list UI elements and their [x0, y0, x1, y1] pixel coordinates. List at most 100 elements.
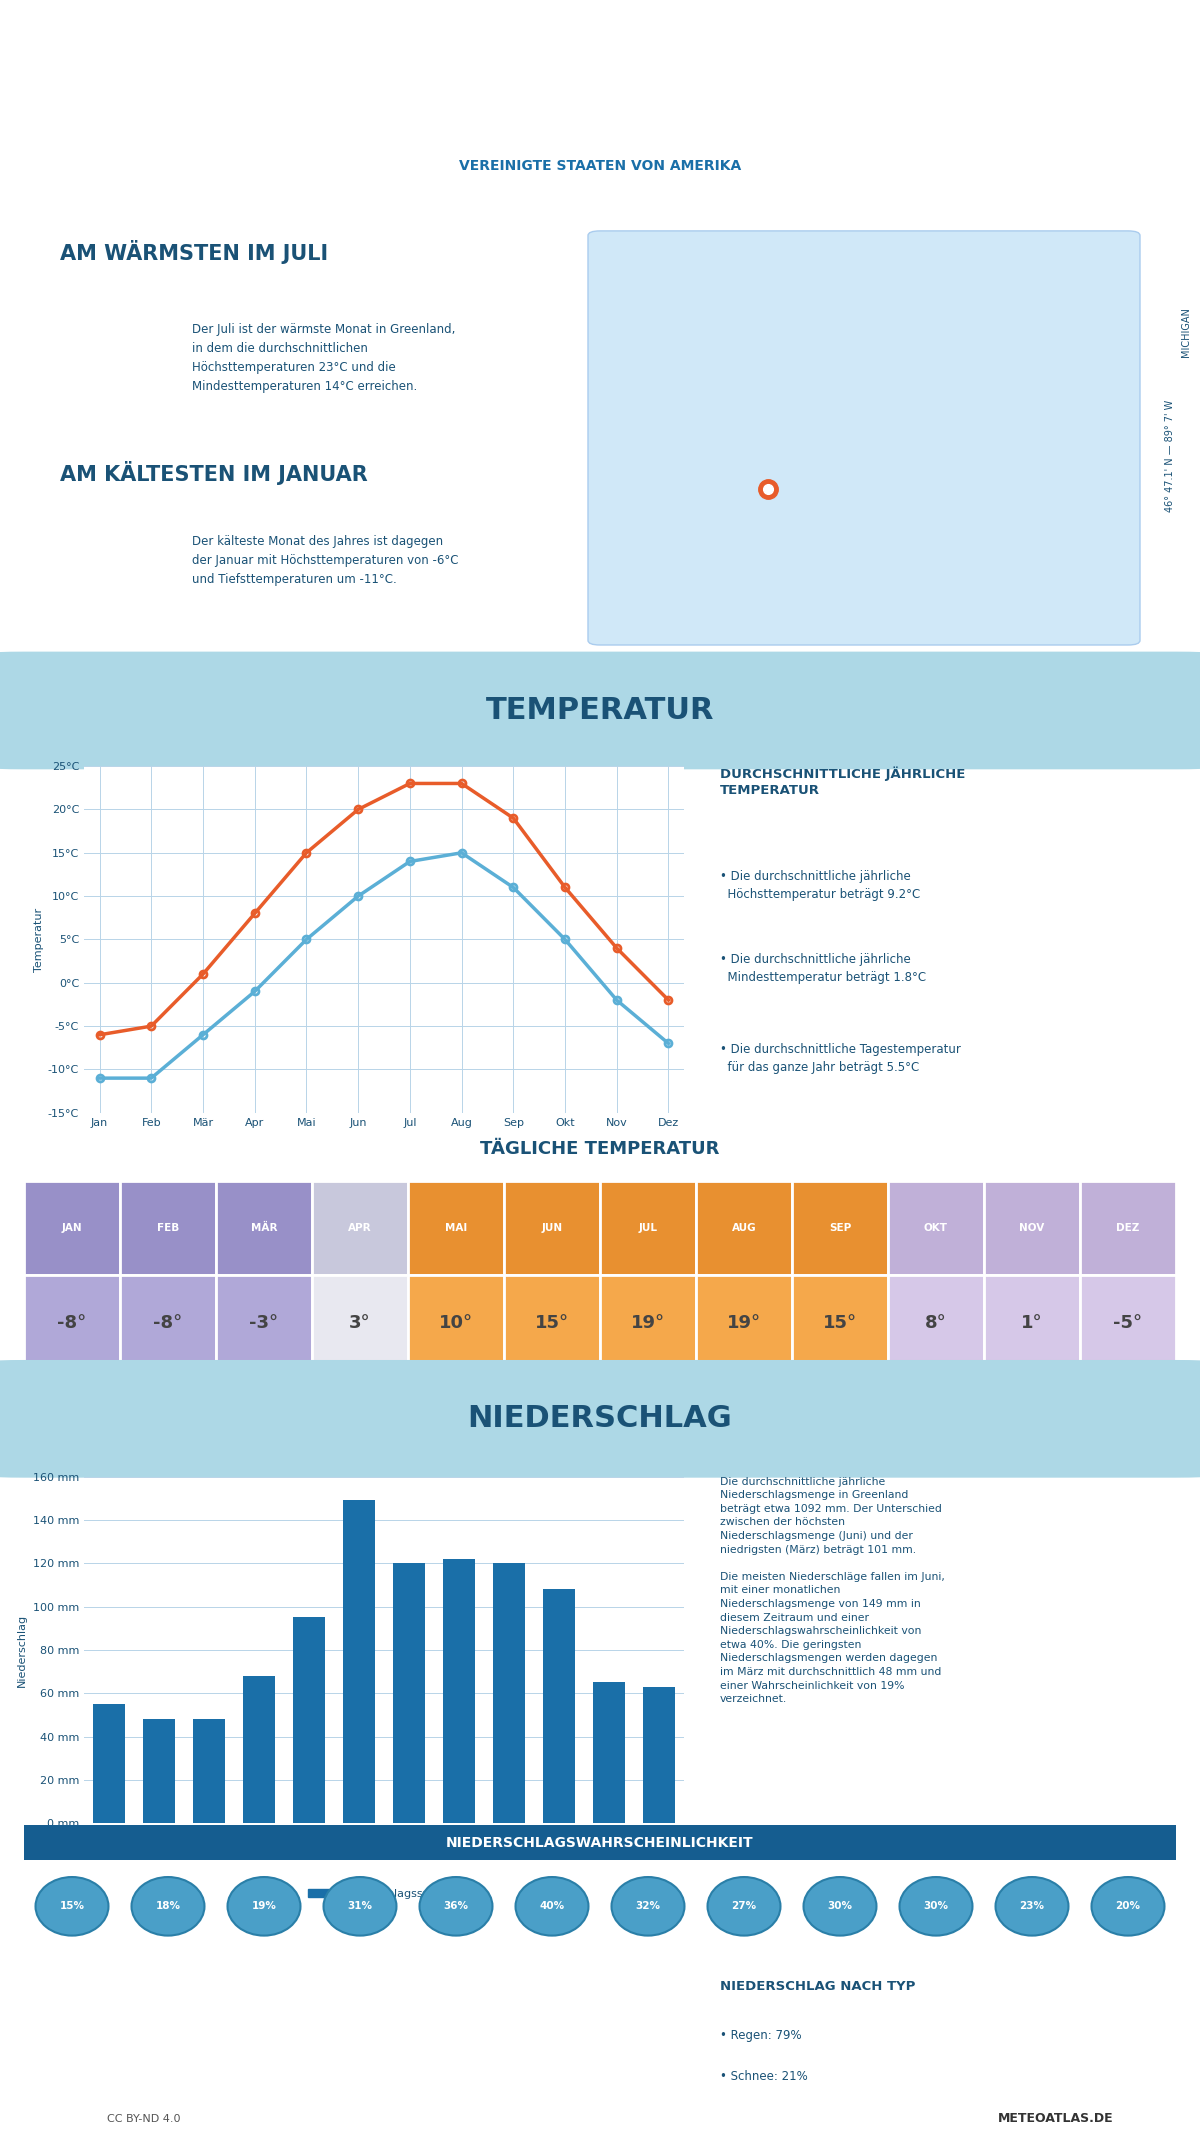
Text: • Die durchschnittliche jährliche
  Mindesttemperatur beträgt 1.8°C: • Die durchschnittliche jährliche Mindes…	[720, 952, 926, 984]
Text: • Die durchschnittliche Tagestemperatur
  für das ganze Jahr beträgt 5.5°C: • Die durchschnittliche Tagestemperatur …	[720, 1044, 961, 1074]
Text: -5°: -5°	[1114, 1314, 1142, 1331]
Bar	[792, 1181, 888, 1275]
Text: • Die durchschnittliche jährliche
  Höchsttemperatur beträgt 9.2°C: • Die durchschnittliche jährliche Höchst…	[720, 871, 920, 901]
Bar	[408, 1181, 504, 1275]
Text: -3°: -3°	[250, 1314, 278, 1331]
Bar	[600, 1275, 696, 1370]
Text: SEP: SEP	[829, 1224, 851, 1233]
Circle shape	[900, 1877, 972, 1935]
Bar	[408, 1275, 504, 1370]
Text: MÄR: MÄR	[252, 1956, 276, 1965]
Text: -8°: -8°	[154, 1314, 182, 1331]
Bar	[888, 1181, 984, 1275]
Bar	[312, 1275, 408, 1370]
Text: MAI: MAI	[445, 1224, 467, 1233]
Text: MAI: MAI	[446, 1956, 466, 1965]
Text: AM KÄLTESTEN IM JANUAR: AM KÄLTESTEN IM JANUAR	[60, 460, 367, 486]
Bar	[542, 1590, 575, 1823]
Y-axis label: Niederschlag: Niederschlag	[17, 1614, 28, 1686]
Text: CC BY-ND 4.0: CC BY-ND 4.0	[107, 2114, 181, 2123]
Text: 19%: 19%	[252, 1900, 276, 1911]
Text: JAN: JAN	[64, 1956, 82, 1965]
Bar	[1080, 1275, 1176, 1370]
Text: MICHIGAN: MICHIGAN	[1181, 308, 1190, 357]
Text: JUL: JUL	[638, 1224, 658, 1233]
Text: OKT: OKT	[924, 1224, 948, 1233]
Bar	[120, 1181, 216, 1275]
Bar	[443, 1558, 475, 1823]
Text: TEMPERATUR: TEMPERATUR	[486, 696, 714, 725]
Text: 30%: 30%	[924, 1900, 948, 1911]
Bar	[24, 1825, 1176, 1860]
Bar	[193, 1718, 226, 1823]
Circle shape	[804, 1877, 876, 1935]
Bar	[643, 1686, 676, 1823]
Text: DEZ: DEZ	[1118, 1956, 1138, 1965]
Text: 19°: 19°	[727, 1314, 761, 1331]
Bar	[242, 1676, 275, 1823]
Text: 36%: 36%	[444, 1900, 468, 1911]
Text: OKT: OKT	[925, 1956, 947, 1965]
Text: • Regen: 79%: • Regen: 79%	[720, 2029, 802, 2042]
Text: NIEDERSCHLAGSWAHRSCHEINLICHKEIT: NIEDERSCHLAGSWAHRSCHEINLICHKEIT	[446, 1836, 754, 1851]
Circle shape	[996, 1877, 1068, 1935]
Bar	[984, 1275, 1080, 1370]
Text: JAN: JAN	[61, 1224, 83, 1233]
Text: 23%: 23%	[1020, 1900, 1044, 1911]
Text: TÄGLICHE TEMPERATUR: TÄGLICHE TEMPERATUR	[480, 1141, 720, 1158]
Text: 46° 47.1' N — 89° 7' W: 46° 47.1' N — 89° 7' W	[1165, 400, 1175, 511]
Bar	[493, 1562, 526, 1823]
Circle shape	[1092, 1877, 1164, 1935]
Bar	[24, 1275, 120, 1370]
Text: 10°: 10°	[439, 1314, 473, 1331]
Text: DURCHSCHNITTLICHE JÄHRLICHE
TEMPERATUR: DURCHSCHNITTLICHE JÄHRLICHE TEMPERATUR	[720, 766, 965, 796]
Bar	[392, 1562, 425, 1823]
Text: 27%: 27%	[732, 1900, 756, 1911]
Y-axis label: Temperatur: Temperatur	[34, 907, 43, 972]
Text: 3°: 3°	[349, 1314, 371, 1331]
Text: • Schnee: 21%: • Schnee: 21%	[720, 2072, 808, 2084]
Bar	[216, 1181, 312, 1275]
Text: MÄR: MÄR	[251, 1224, 277, 1233]
Circle shape	[324, 1877, 396, 1935]
Bar	[143, 1718, 175, 1823]
Text: VEREINIGTE STAATEN VON AMERIKA: VEREINIGTE STAATEN VON AMERIKA	[458, 158, 742, 173]
Bar	[1080, 1181, 1176, 1275]
Text: 20%: 20%	[1116, 1900, 1140, 1911]
Text: GREENLAND: GREENLAND	[419, 36, 781, 88]
Bar	[120, 1275, 216, 1370]
Text: JUN: JUN	[542, 1956, 562, 1965]
Text: APR: APR	[348, 1224, 372, 1233]
Circle shape	[516, 1877, 588, 1935]
Text: 40%: 40%	[540, 1900, 564, 1911]
Text: 15°: 15°	[823, 1314, 857, 1331]
Text: 1°: 1°	[1021, 1314, 1043, 1331]
Bar	[792, 1275, 888, 1370]
Text: JUL: JUL	[640, 1956, 656, 1965]
Circle shape	[420, 1877, 492, 1935]
Text: Die durchschnittliche jährliche
Niederschlagsmenge in Greenland
beträgt etwa 109: Die durchschnittliche jährliche Niedersc…	[720, 1477, 944, 1703]
Text: NIEDERSCHLAG NACH TYP: NIEDERSCHLAG NACH TYP	[720, 1980, 916, 1992]
Bar	[312, 1181, 408, 1275]
Circle shape	[228, 1877, 300, 1935]
Text: 30%: 30%	[828, 1900, 852, 1911]
Bar	[593, 1682, 625, 1823]
Bar	[696, 1275, 792, 1370]
FancyBboxPatch shape	[0, 1361, 1200, 1477]
Text: AUG: AUG	[732, 1224, 756, 1233]
Text: 15°: 15°	[535, 1314, 569, 1331]
Circle shape	[132, 1877, 204, 1935]
Bar	[343, 1500, 376, 1823]
Text: 31%: 31%	[348, 1900, 372, 1911]
Text: NOV: NOV	[1021, 1956, 1043, 1965]
Circle shape	[708, 1877, 780, 1935]
Text: Der Juli ist der wärmste Monat in Greenland,
in dem die durchschnittlichen
Höchs: Der Juli ist der wärmste Monat in Greenl…	[192, 323, 455, 394]
Bar	[293, 1618, 325, 1823]
Text: Der kälteste Monat des Jahres ist dagegen
der Januar mit Höchsttemperaturen von : Der kälteste Monat des Jahres ist dagege…	[192, 535, 458, 586]
Text: AM WÄRMSTEN IM JULI: AM WÄRMSTEN IM JULI	[60, 240, 328, 263]
Text: 32%: 32%	[636, 1900, 660, 1911]
Text: 15%: 15%	[60, 1900, 84, 1911]
Bar	[24, 1181, 120, 1275]
Bar	[888, 1275, 984, 1370]
Circle shape	[612, 1877, 684, 1935]
